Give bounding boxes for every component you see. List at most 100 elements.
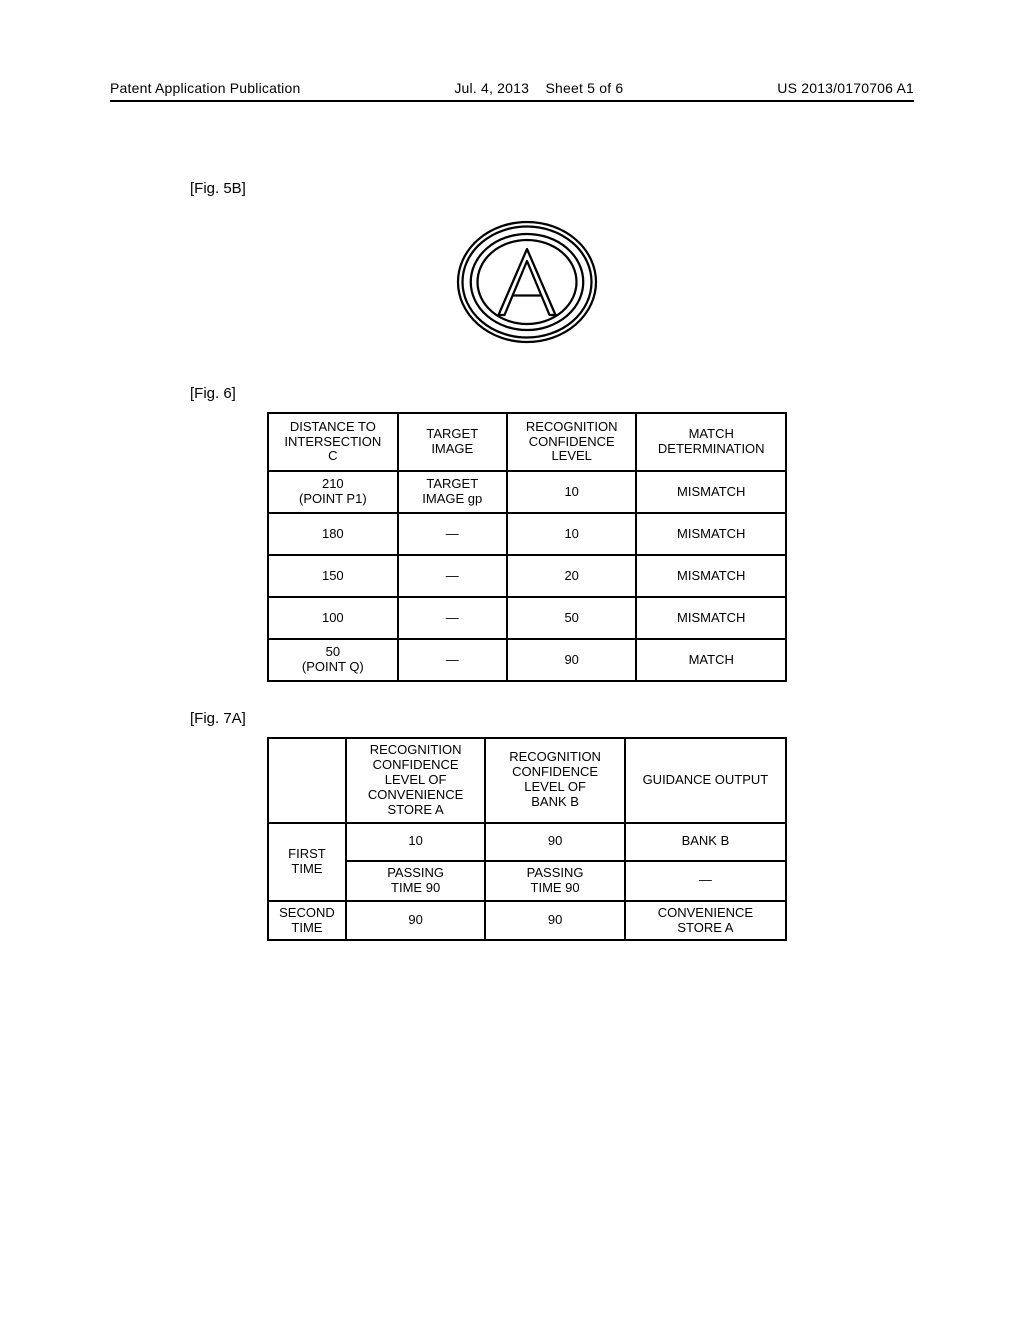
text: SECOND: [279, 905, 335, 920]
cell: FIRST TIME: [268, 823, 346, 901]
cell: 90: [485, 823, 624, 861]
text: CONFIDENCE: [529, 434, 615, 449]
cell: 180: [268, 513, 398, 555]
cell: MISMATCH: [636, 597, 786, 639]
cell: —: [398, 513, 507, 555]
text: (POINT P1): [299, 491, 367, 506]
header-rule: [110, 100, 914, 102]
text: 210: [322, 476, 344, 491]
cell: PASSING TIME 90: [485, 861, 624, 901]
text: RECOGNITION: [370, 742, 462, 757]
cell: 10: [507, 471, 637, 513]
text: FIRST: [288, 846, 326, 861]
fig6-label: [Fig. 6]: [190, 385, 864, 402]
text: DISTANCE TO: [290, 419, 376, 434]
fig6-h2: TARGET IMAGE: [398, 413, 507, 471]
text: 50: [326, 644, 340, 659]
text: LEVEL: [551, 448, 591, 463]
table-row: 150 — 20 MISMATCH: [268, 555, 786, 597]
header-date: Jul. 4, 2013: [454, 80, 529, 96]
content: [Fig. 5B] [Fig. 6] DISTANCE TO INTERSECT…: [190, 180, 864, 969]
table-row: 180 — 10 MISMATCH: [268, 513, 786, 555]
cell: MISMATCH: [636, 513, 786, 555]
cell: 210 (POINT P1): [268, 471, 398, 513]
cell: TARGET IMAGE gp: [398, 471, 507, 513]
text: TIME 90: [391, 880, 440, 895]
cell: CONVENIENCE STORE A: [625, 901, 786, 941]
cell: SECOND TIME: [268, 901, 346, 941]
text: TARGET: [426, 476, 478, 491]
text: STORE A: [388, 802, 444, 817]
page: Patent Application Publication Jul. 4, 2…: [0, 0, 1024, 1320]
text: LEVEL OF: [385, 772, 447, 787]
table-row: FIRST TIME 10 90 BANK B: [268, 823, 786, 861]
cell: MISMATCH: [636, 471, 786, 513]
cell: —: [398, 555, 507, 597]
header-center: Jul. 4, 2013 Sheet 5 of 6: [454, 80, 623, 96]
text: RECOGNITION: [509, 749, 601, 764]
text: C: [328, 448, 337, 463]
text: CONVENIENCE: [368, 787, 463, 802]
text: RECOGNITION: [526, 419, 618, 434]
cell: —: [398, 597, 507, 639]
cell: MATCH: [636, 639, 786, 681]
cell: —: [398, 639, 507, 681]
page-header: Patent Application Publication Jul. 4, 2…: [110, 80, 914, 96]
table-row: DISTANCE TO INTERSECTION C TARGET IMAGE …: [268, 413, 786, 471]
text: LEVEL OF: [524, 779, 586, 794]
fig7a-table: RECOGNITION CONFIDENCE LEVEL OF CONVENIE…: [267, 737, 787, 941]
text: TARGET: [426, 426, 478, 441]
fig6-h4: MATCH DETERMINATION: [636, 413, 786, 471]
table-row: 50 (POINT Q) — 90 MATCH: [268, 639, 786, 681]
table-row: 210 (POINT P1) TARGET IMAGE gp 10 MISMAT…: [268, 471, 786, 513]
text: IMAGE: [431, 441, 473, 456]
fig7-h2: RECOGNITION CONFIDENCE LEVEL OF CONVENIE…: [346, 738, 486, 823]
text: CONVENIENCE: [658, 905, 753, 920]
cell: —: [625, 861, 786, 901]
text: (POINT Q): [302, 659, 364, 674]
header-sheet: Sheet 5 of 6: [546, 80, 624, 96]
text: CONFIDENCE: [373, 757, 459, 772]
cell: 10: [507, 513, 637, 555]
cell: 20: [507, 555, 637, 597]
text: IMAGE gp: [422, 491, 482, 506]
table-row: 100 — 50 MISMATCH: [268, 597, 786, 639]
text: BANK B: [531, 794, 579, 809]
cell: PASSING TIME 90: [346, 861, 486, 901]
text: TIME: [291, 920, 322, 935]
text: DETERMINATION: [658, 441, 765, 456]
cell: 50 (POINT Q): [268, 639, 398, 681]
text: PASSING: [387, 865, 444, 880]
header-left: Patent Application Publication: [110, 80, 300, 96]
cell: 100: [268, 597, 398, 639]
fig7a-label: [Fig. 7A]: [190, 710, 864, 727]
table-row: SECOND TIME 90 90 CONVENIENCE STORE A: [268, 901, 786, 941]
text: PASSING: [527, 865, 584, 880]
cell: MISMATCH: [636, 555, 786, 597]
text: STORE A: [677, 920, 733, 935]
cell: 10: [346, 823, 486, 861]
text: INTERSECTION: [284, 434, 381, 449]
fig5b-logo: [190, 207, 864, 357]
text: CONFIDENCE: [512, 764, 598, 779]
fig7-h3: RECOGNITION CONFIDENCE LEVEL OF BANK B: [485, 738, 624, 823]
cell: 150: [268, 555, 398, 597]
header-pubno: US 2013/0170706 A1: [777, 80, 914, 96]
fig5b-label: [Fig. 5B]: [190, 180, 864, 197]
fig7-h4: GUIDANCE OUTPUT: [625, 738, 786, 823]
table-row: PASSING TIME 90 PASSING TIME 90 —: [268, 861, 786, 901]
table-row: RECOGNITION CONFIDENCE LEVEL OF CONVENIE…: [268, 738, 786, 823]
cell: 90: [346, 901, 486, 941]
fig6-h3: RECOGNITION CONFIDENCE LEVEL: [507, 413, 637, 471]
text: MATCH: [689, 426, 734, 441]
cell: 90: [507, 639, 637, 681]
cell: 90: [485, 901, 624, 941]
fig6-h1: DISTANCE TO INTERSECTION C: [268, 413, 398, 471]
text: TIME 90: [531, 880, 580, 895]
fig6-table: DISTANCE TO INTERSECTION C TARGET IMAGE …: [267, 412, 787, 682]
cell: 50: [507, 597, 637, 639]
cell: BANK B: [625, 823, 786, 861]
text: TIME: [291, 861, 322, 876]
logo-icon: [452, 207, 602, 357]
fig7-h1: [268, 738, 346, 823]
